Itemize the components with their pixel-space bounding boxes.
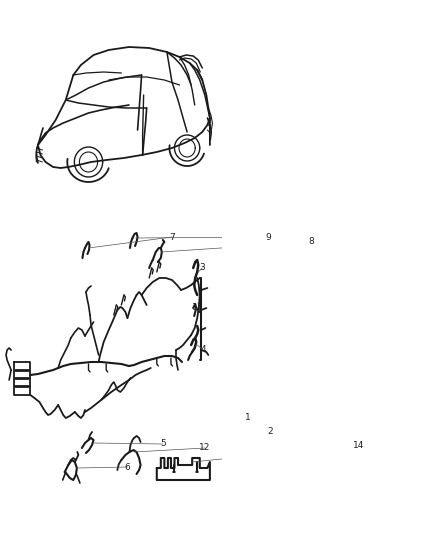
Text: 2: 2	[268, 427, 273, 437]
Text: 8: 8	[308, 238, 314, 246]
Text: 5: 5	[160, 440, 166, 448]
Text: 12: 12	[199, 443, 211, 453]
Text: 11: 11	[191, 303, 203, 312]
Text: 4: 4	[201, 345, 206, 354]
Text: 7: 7	[169, 232, 175, 241]
Text: 9: 9	[265, 232, 271, 241]
Text: 1: 1	[245, 414, 251, 423]
Text: 14: 14	[353, 440, 365, 449]
Text: 6: 6	[124, 463, 131, 472]
Text: 3: 3	[199, 263, 205, 272]
